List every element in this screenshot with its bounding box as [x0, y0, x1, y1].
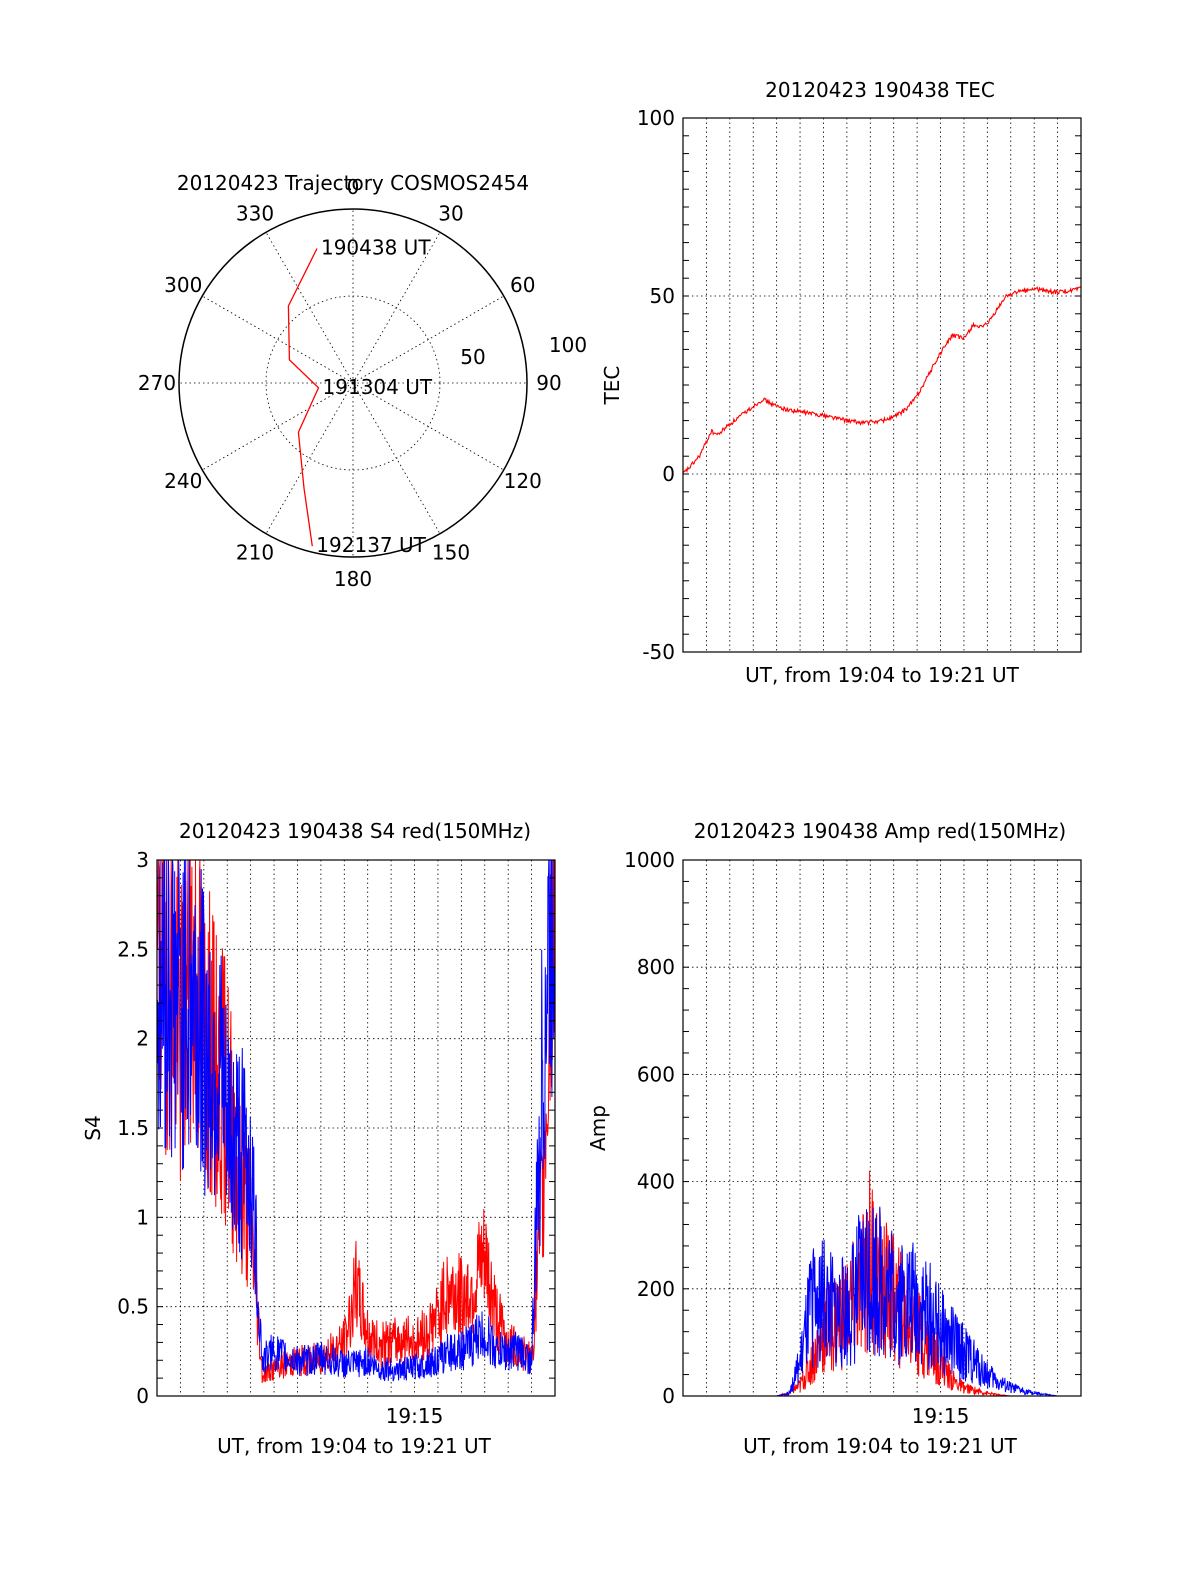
s4-ylabel: S4 [81, 1115, 105, 1140]
amp-ticks: 0 200 400 600 800 1000 19:15 [624, 848, 1081, 1428]
s4-panel: 20120423 190438 S4 red(150MHz) 0 0.5 1 1.5 2… [81, 819, 556, 1458]
polar-radius-label: 100 [549, 333, 587, 357]
polar-spoke [202, 382, 354, 471]
polar-azimuth-label: 300 [164, 273, 202, 297]
trajectory-time-label: 192137 UT [316, 533, 426, 557]
series-line [156, 859, 556, 1382]
polar-azimuth-label: 120 [504, 469, 542, 493]
amp-series [683, 1170, 1081, 1398]
tec-series [682, 286, 1082, 474]
polar-azimuth-label: 0 [347, 175, 360, 199]
tec-xlabel: UT, from 19:04 to 19:21 UT [745, 663, 1020, 687]
trajectory-time-label: 190438 UT [321, 236, 431, 260]
amp-title: 20120423 190438 Amp red(150MHz) [694, 819, 1066, 843]
polar-azimuth-label: 240 [164, 469, 202, 493]
y-tick-label: 600 [637, 1062, 675, 1086]
y-tick-label: 400 [637, 1170, 675, 1194]
polar-azimuth-labels: 0 30 60 90 120 150 180 210 240 270 300 330 [138, 175, 562, 591]
y-tick-label: 200 [637, 1277, 675, 1301]
y-tick-label: 50 [650, 284, 675, 308]
polar-spoke [265, 382, 354, 534]
tec-title: 20120423 190438 TEC [765, 78, 995, 102]
y-tick-label: 3 [136, 848, 149, 872]
amp-frame [682, 859, 1082, 1397]
polar-grid [178, 208, 528, 558]
polar-radius-label: 50 [460, 345, 485, 369]
polar-azimuth-label: 210 [236, 541, 274, 565]
s4-series [156, 859, 556, 1384]
tec-grid [683, 118, 1081, 652]
s4-xlabel: UT, from 19:04 to 19:21 UT [217, 1434, 492, 1458]
x-tick-label: 19:15 [912, 1404, 970, 1428]
s4-ticks: 0 0.5 1 1.5 2 2.5 3 19:15 [117, 848, 555, 1428]
y-tick-label: 1.5 [117, 1116, 149, 1140]
y-tick-label: 1 [136, 1205, 149, 1229]
y-tick-label: 0 [136, 1384, 149, 1408]
polar-azimuth-label: 150 [432, 541, 470, 565]
trajectory-panel: 20120423 Trajectory COSMOS2454 0 30 60 90 12… [138, 171, 587, 591]
polar-azimuth-label: 90 [536, 371, 561, 395]
y-tick-label: 2 [136, 1027, 149, 1051]
polar-azimuth-label: 270 [138, 371, 176, 395]
trajectory-title: 20120423 Trajectory COSMOS2454 [177, 171, 529, 195]
polar-spoke [265, 232, 354, 384]
tec-frame [682, 117, 1082, 653]
trajectory-line [287, 248, 320, 547]
trajectory-time-label: 191304 UT [323, 375, 433, 399]
polar-azimuth-label: 30 [438, 201, 463, 225]
tec-ticks: -50 0 50 100 [637, 106, 1081, 664]
trajectory-annotations: 190438 UT 191304 UT 192137 UT [316, 236, 433, 558]
s4-title: 20120423 190438 S4 red(150MHz) [179, 819, 531, 843]
polar-spoke [352, 295, 504, 384]
polar-radius-labels: 50 100 [460, 333, 587, 369]
tec-panel: 20120423 190438 TEC -50 0 50 100 UT, from 1… [600, 78, 1082, 687]
amp-ylabel: Amp [586, 1105, 610, 1151]
trajectory-series [287, 248, 320, 547]
polar-azimuth-label: 60 [510, 273, 535, 297]
polar-spoke [352, 232, 441, 384]
polar-azimuth-label: 180 [334, 567, 372, 591]
y-tick-label: -50 [642, 640, 675, 664]
y-tick-label: 2.5 [117, 937, 149, 961]
series-line [683, 1206, 1081, 1397]
y-tick-label: 0 [662, 462, 675, 486]
series-line [682, 286, 1082, 474]
polar-azimuth-label: 330 [236, 201, 274, 225]
y-tick-label: 1000 [624, 848, 675, 872]
polar-spoke [352, 382, 441, 534]
x-tick-label: 19:15 [386, 1404, 444, 1428]
polar-spoke [352, 382, 504, 471]
polar-outer-ring [178, 208, 528, 558]
tec-ylabel: TEC [600, 366, 624, 406]
amp-xlabel: UT, from 19:04 to 19:21 UT [743, 1434, 1018, 1458]
y-tick-label: 0 [662, 1384, 675, 1408]
y-tick-label: 800 [637, 955, 675, 979]
polar-spoke [202, 295, 354, 384]
amp-panel: 20120423 190438 Amp red(150MHz) 0 200 400 6… [586, 819, 1082, 1458]
y-tick-label: 100 [637, 106, 675, 130]
y-tick-label: 0.5 [117, 1295, 149, 1319]
